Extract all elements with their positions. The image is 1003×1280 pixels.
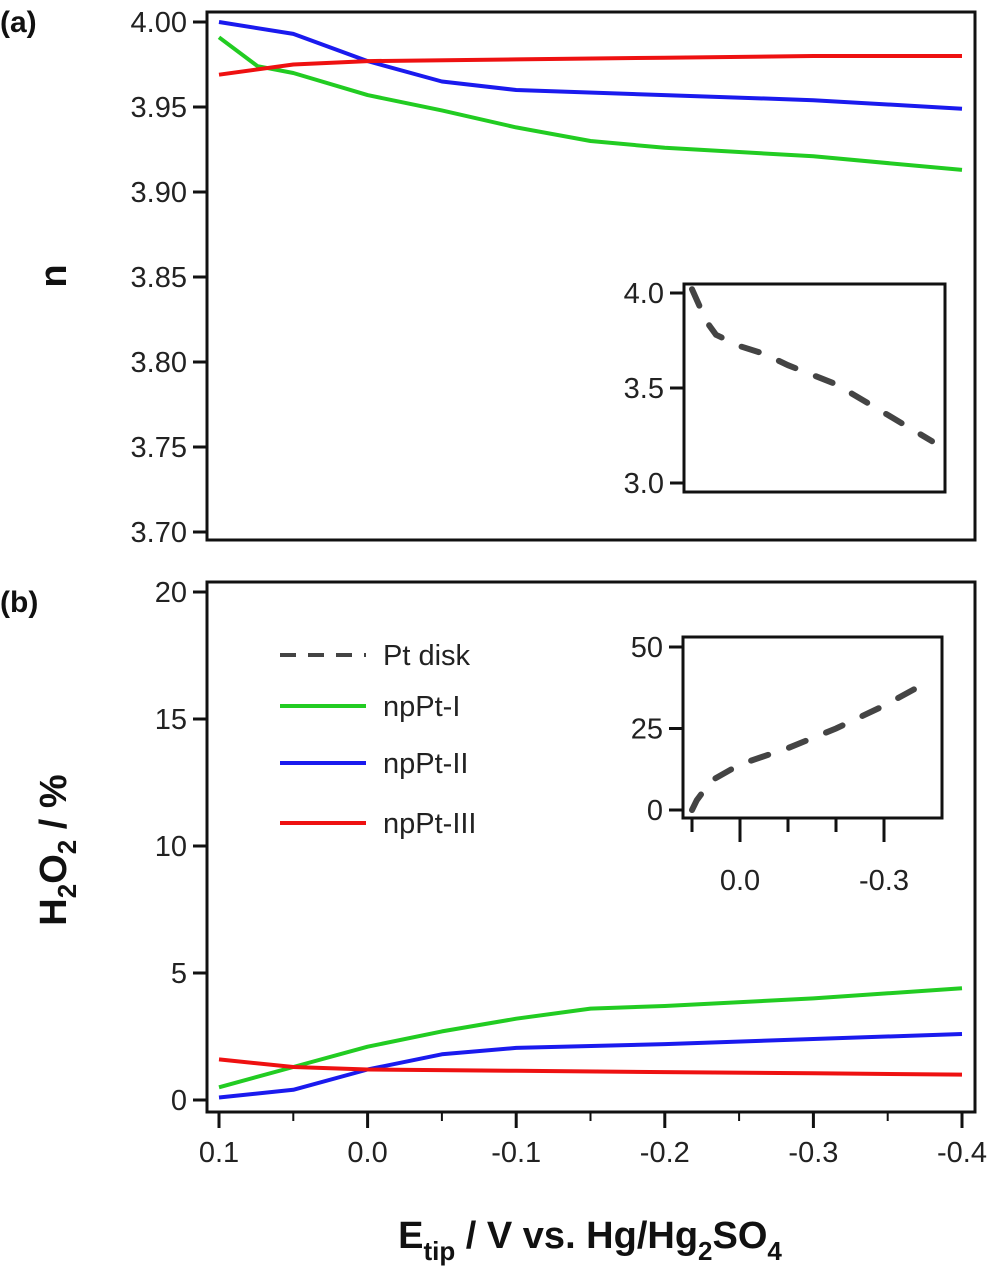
series-nppt-i-b xyxy=(218,986,963,1090)
series-nppt-ii-b xyxy=(218,1032,963,1100)
inset-x-tick-label: 0.0 xyxy=(720,865,760,897)
y-tick-label-a: 3.80 xyxy=(131,347,187,379)
x-tick-label: -0.1 xyxy=(491,1137,541,1169)
x-tick-label: 0.1 xyxy=(199,1137,239,1169)
inset-series-pt-disk-a xyxy=(689,286,935,445)
x-axis-label: Etip / V vs. Hg/Hg2SO4 xyxy=(398,1215,782,1266)
legend-label: npPt-III xyxy=(383,808,477,840)
inset-series-pt-disk-b xyxy=(689,676,935,813)
y-tick-label-b: 0 xyxy=(171,1085,187,1117)
y-tick-label-b: 5 xyxy=(171,958,187,990)
inset-y-tick-label-a: 4.0 xyxy=(624,278,664,310)
series-nppt-iii-b xyxy=(218,1057,963,1077)
y-tick-label-a: 4.00 xyxy=(131,7,187,39)
x-tick-label: -0.2 xyxy=(640,1137,690,1169)
y-tick-label-b: 10 xyxy=(155,831,187,863)
inset-frame-a xyxy=(682,282,947,494)
inset-y-tick-label-b: 0 xyxy=(647,795,663,827)
inset-frame-b xyxy=(681,635,944,820)
inset-y-tick-label-a: 3.0 xyxy=(624,468,664,500)
y-tick-label-b: 20 xyxy=(155,577,187,609)
inset-y-tick-label-b: 50 xyxy=(631,632,663,664)
legend-label: npPt-II xyxy=(383,748,468,780)
y-tick-label-b: 15 xyxy=(155,704,187,736)
y-axis-label-b: H2O2 / % xyxy=(33,774,82,925)
x-tick-label: 0.0 xyxy=(347,1137,387,1169)
y-tick-label-a: 3.70 xyxy=(131,517,187,549)
y-tick-label-a: 3.85 xyxy=(131,262,187,294)
legend-label: Pt disk xyxy=(383,640,471,672)
panel-label-a: (a) xyxy=(0,6,37,39)
panel-label-b: (b) xyxy=(0,586,38,619)
x-tick-label: -0.4 xyxy=(937,1137,987,1169)
legend-label: npPt-I xyxy=(383,691,460,723)
y-tick-label-a: 3.95 xyxy=(131,92,187,124)
x-tick-label: -0.3 xyxy=(788,1137,838,1169)
series-nppt-iii-a xyxy=(218,54,962,77)
series-nppt-ii-a xyxy=(218,20,963,111)
series-nppt-i-a xyxy=(217,35,963,172)
y-axis-label-a: n xyxy=(33,264,75,287)
y-tick-label-a: 3.90 xyxy=(131,177,187,209)
inset-y-tick-label-a: 3.5 xyxy=(624,373,664,405)
inset-y-tick-label-b: 25 xyxy=(631,714,663,746)
y-tick-label-a: 3.75 xyxy=(131,432,187,464)
inset-x-tick-label: -0.3 xyxy=(859,865,909,897)
